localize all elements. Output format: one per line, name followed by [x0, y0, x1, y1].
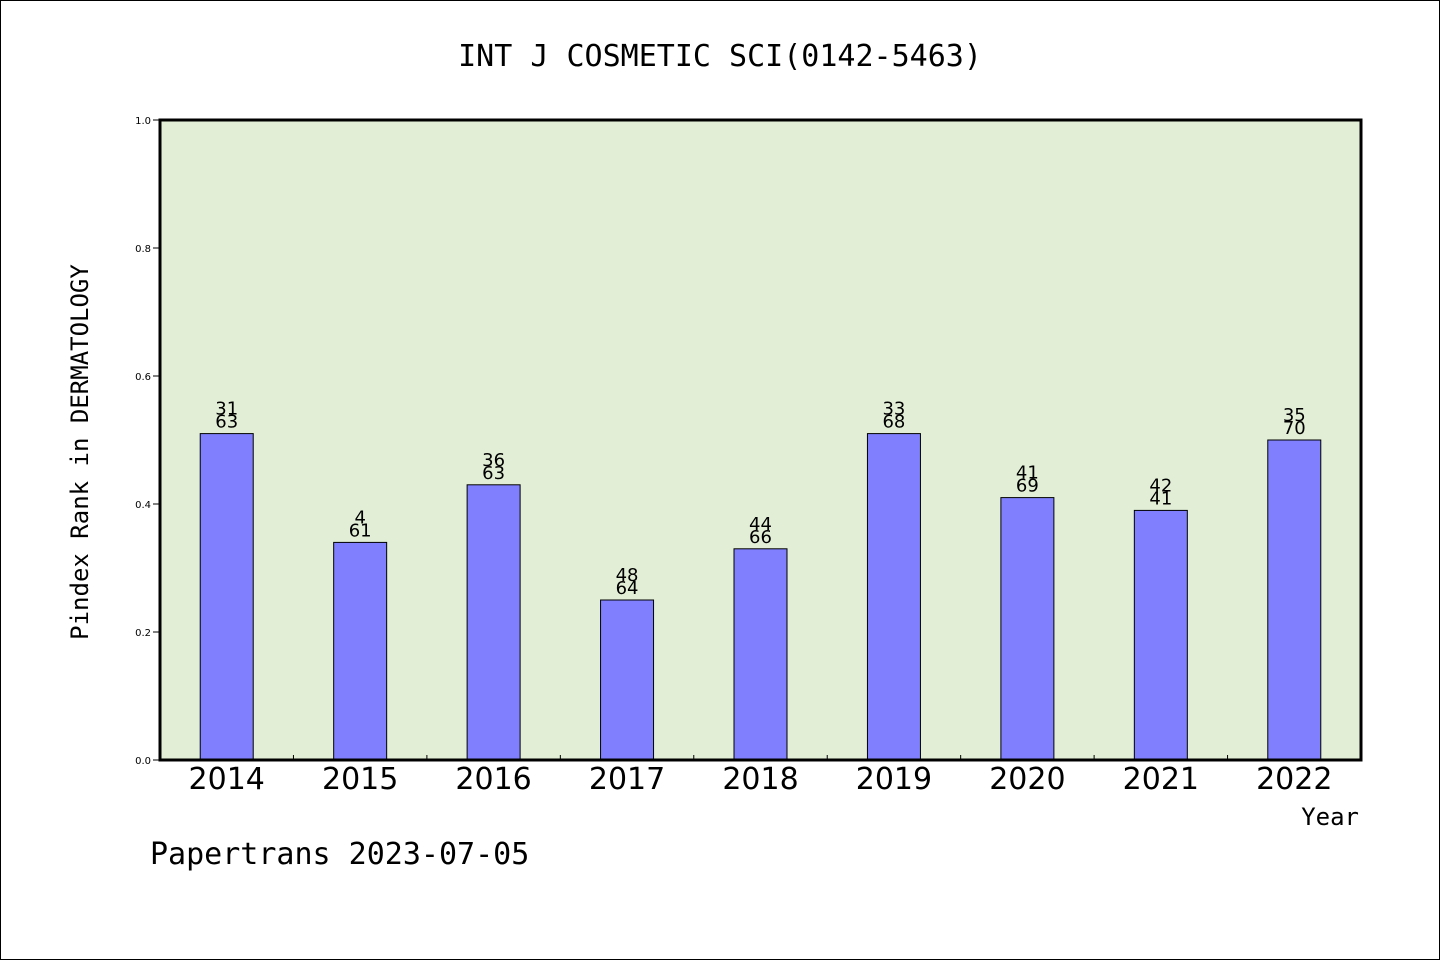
- x-axis-label: Year: [1301, 803, 1359, 831]
- data-label-2016-total: 63: [482, 463, 505, 484]
- data-label-2014-rank: 31: [215, 399, 238, 420]
- data-label-2016-rank: 36: [482, 450, 505, 471]
- bar-2018: [733, 548, 788, 761]
- y-tick-label-0.2: 0.2: [135, 628, 151, 639]
- y-tick-label-0.0: 0.0: [135, 756, 151, 767]
- y-tick-label-1.0: 1.0: [135, 116, 151, 127]
- data-label-2021-rank: 42: [1149, 475, 1172, 496]
- data-label-2020-total: 69: [1016, 476, 1039, 497]
- x-tick-label-2021: 2021: [1123, 762, 1199, 797]
- data-label-2018-total: 66: [749, 527, 772, 548]
- bar-2014: [199, 433, 254, 761]
- x-tick-label-2014: 2014: [189, 762, 265, 797]
- data-label-2014-total: 63: [215, 412, 238, 433]
- bar-2022: [1267, 439, 1322, 761]
- y-tick-label-0.6: 0.6: [135, 372, 151, 383]
- data-label-2019-rank: 33: [882, 399, 905, 420]
- bar-2020: [1000, 497, 1055, 761]
- x-tick-label-2019: 2019: [856, 762, 932, 797]
- chart-title: INT J COSMETIC SCI(0142-5463): [458, 39, 982, 74]
- bars-layer: [199, 433, 1322, 761]
- y-axis-label: Pindex Rank in DERMATOLOGY: [66, 264, 94, 640]
- data-label-2018-rank: 44: [749, 514, 772, 535]
- bar-2019: [866, 433, 921, 761]
- bar-2021: [1133, 509, 1188, 761]
- data-label-2022-rank: 35: [1283, 405, 1306, 426]
- x-tick-label-2015: 2015: [322, 762, 398, 797]
- data-label-2017-total: 64: [616, 578, 639, 599]
- bar-2016: [466, 484, 521, 761]
- data-label-2022-total: 70: [1283, 418, 1306, 439]
- bar-2017: [600, 599, 655, 761]
- data-label-2019-total: 68: [882, 412, 905, 433]
- plot-border: [158, 118, 1363, 762]
- bar-2015: [333, 541, 388, 761]
- x-axis: 2014 2015 2016 2017 2018 2019 2020 2021 2022: [189, 755, 1332, 797]
- data-label-2015-total: 61: [349, 520, 372, 541]
- x-tick-label-2018: 2018: [722, 762, 798, 797]
- data-label-2020-rank: 41: [1016, 463, 1039, 484]
- y-tick-label-0.4: 0.4: [135, 500, 151, 511]
- data-label-2017-rank: 48: [616, 565, 639, 586]
- x-tick-label-2016: 2016: [455, 762, 531, 797]
- y-tick-label-0.8: 0.8: [135, 244, 151, 255]
- y-axis: 0.0 0.2 0.4 0.6 0.8 1.0: [135, 116, 160, 767]
- x-tick-label-2022: 2022: [1256, 762, 1332, 797]
- footer-credit: Papertrans 2023-07-05: [150, 837, 529, 872]
- x-tick-label-2020: 2020: [989, 762, 1065, 797]
- data-label-2015-rank: 4: [354, 507, 365, 528]
- x-tick-label-2017: 2017: [589, 762, 665, 797]
- data-label-2021-total: 41: [1149, 488, 1172, 509]
